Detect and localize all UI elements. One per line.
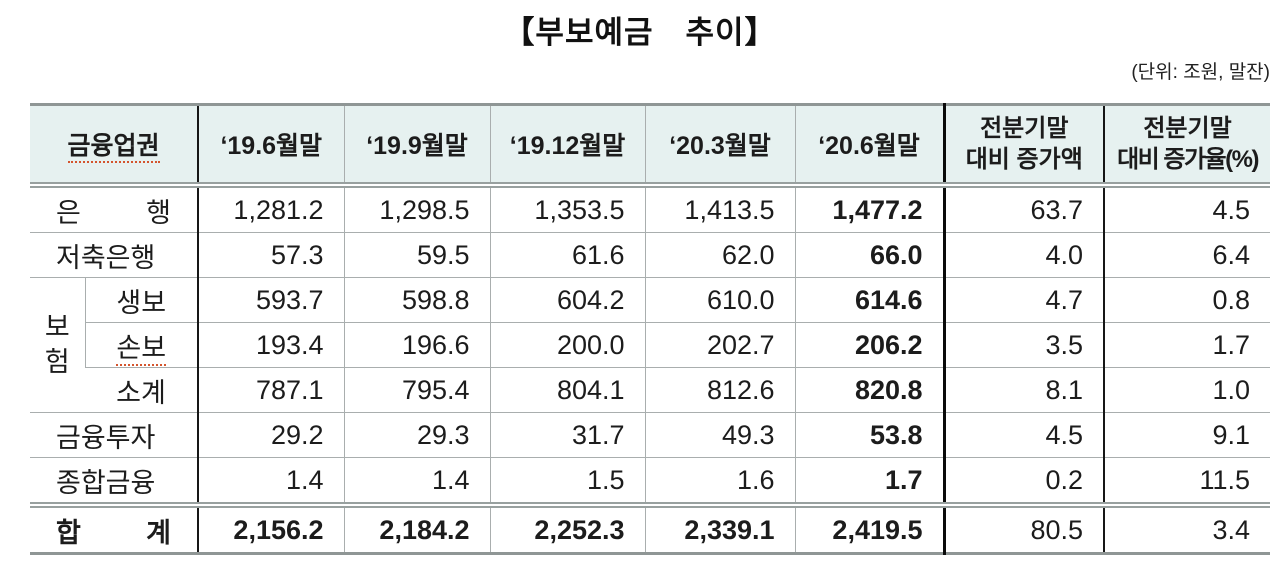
value-cell: 0.8 bbox=[1103, 277, 1271, 323]
row-label-financial-investment: 금융투자 bbox=[30, 412, 199, 458]
row-savings-bank: 저축은행 57.3 59.5 61.6 62.0 66.0 4.0 6.4 bbox=[30, 232, 1271, 278]
value-cell: 11.5 bbox=[1103, 457, 1271, 506]
unit-note: (단위: 조원, 말잔) bbox=[1131, 62, 1270, 83]
value-cell: 80.5 bbox=[942, 502, 1105, 554]
value-cell: 610.0 bbox=[644, 277, 796, 323]
value-cell: 3.4 bbox=[1103, 502, 1271, 554]
header-increase-rate: 전분기말 대비 증가율(%) bbox=[1103, 104, 1271, 188]
row-merchant-bank: 종합금융 1.4 1.4 1.5 1.6 1.7 0.2 11.5 bbox=[30, 457, 1271, 506]
value-cell: 1,413.5 bbox=[644, 184, 796, 233]
value-cell: 820.8 bbox=[794, 367, 945, 413]
row-bank: 은 행 1,281.2 1,298.5 1,353.5 1,413.5 1,47… bbox=[30, 184, 1271, 233]
row-label-total: 합 계 bbox=[30, 502, 199, 554]
value-cell: 206.2 bbox=[794, 322, 945, 368]
value-cell: 59.5 bbox=[343, 232, 491, 278]
row-label-life-insurance: 생보 bbox=[84, 277, 199, 323]
value-cell: 29.2 bbox=[197, 412, 345, 458]
value-cell: 62.0 bbox=[644, 232, 796, 278]
value-cell: 1,353.5 bbox=[489, 184, 646, 233]
row-group-insurance: 보 험 bbox=[30, 277, 85, 413]
header-month-2006: ‘20.6월말 bbox=[794, 104, 945, 188]
header-increase-amount: 전분기말 대비 증가액 bbox=[942, 104, 1105, 188]
value-cell: 193.4 bbox=[197, 322, 345, 368]
value-cell: 2,184.2 bbox=[343, 502, 491, 554]
page-title: 【부보예금 추이】 bbox=[503, 15, 777, 50]
value-cell: 1.6 bbox=[644, 457, 796, 506]
value-cell: 2,419.5 bbox=[794, 502, 945, 554]
value-cell: 1.4 bbox=[343, 457, 491, 506]
value-cell: 8.1 bbox=[942, 367, 1105, 413]
row-label-savings-bank: 저축은행 bbox=[30, 232, 199, 278]
row-total: 합 계 2,156.2 2,184.2 2,252.3 2,339.1 2,41… bbox=[30, 502, 1271, 554]
value-cell: 2,339.1 bbox=[644, 502, 796, 554]
row-insurance-subtotal: 소계 787.1 795.4 804.1 812.6 820.8 8.1 1.0 bbox=[30, 367, 1271, 413]
value-cell: 795.4 bbox=[343, 367, 491, 413]
row-label-insurance-subtotal: 소계 bbox=[85, 367, 199, 413]
value-cell: 63.7 bbox=[942, 184, 1105, 233]
value-cell: 0.2 bbox=[942, 457, 1105, 506]
value-cell: 200.0 bbox=[489, 322, 646, 368]
value-cell: 3.5 bbox=[942, 322, 1105, 368]
value-cell: 604.2 bbox=[489, 277, 646, 323]
value-cell: 1,281.2 bbox=[197, 184, 345, 233]
value-cell: 2,156.2 bbox=[197, 502, 345, 554]
row-label-merchant-bank: 종합금융 bbox=[30, 457, 199, 506]
value-cell: 196.6 bbox=[343, 322, 491, 368]
value-cell: 202.7 bbox=[644, 322, 796, 368]
value-cell: 4.5 bbox=[942, 412, 1105, 458]
row-nonlife-insurance: 손보 193.4 196.6 200.0 202.7 206.2 3.5 1.7 bbox=[30, 322, 1271, 368]
value-cell: 57.3 bbox=[197, 232, 345, 278]
value-cell: 1.7 bbox=[794, 457, 945, 506]
value-cell: 4.5 bbox=[1103, 184, 1271, 233]
value-cell: 49.3 bbox=[644, 412, 796, 458]
header-industry: 금융업권 bbox=[30, 104, 199, 188]
header-month-1909: ‘19.9월말 bbox=[343, 104, 491, 188]
value-cell: 804.1 bbox=[489, 367, 646, 413]
value-cell: 31.7 bbox=[489, 412, 646, 458]
value-cell: 9.1 bbox=[1103, 412, 1271, 458]
value-cell: 812.6 bbox=[644, 367, 796, 413]
value-cell: 787.1 bbox=[197, 367, 345, 413]
value-cell: 4.0 bbox=[942, 232, 1105, 278]
row-label-bank: 은 행 bbox=[30, 184, 199, 233]
value-cell: 2,252.3 bbox=[489, 502, 646, 554]
value-cell: 598.8 bbox=[343, 277, 491, 323]
value-cell: 593.7 bbox=[197, 277, 345, 323]
value-cell: 1.0 bbox=[1103, 367, 1271, 413]
value-cell: 1.4 bbox=[197, 457, 345, 506]
value-cell: 6.4 bbox=[1103, 232, 1271, 278]
value-cell: 61.6 bbox=[489, 232, 646, 278]
insured-deposits-table: 금융업권 ‘19.6월말 ‘19.9월말 ‘19.12월말 ‘20.3월말 ‘2… bbox=[30, 103, 1271, 555]
value-cell: 66.0 bbox=[794, 232, 945, 278]
value-cell: 1,477.2 bbox=[794, 184, 945, 233]
header-month-1912: ‘19.12월말 bbox=[489, 104, 646, 188]
value-cell: 1,298.5 bbox=[343, 184, 491, 233]
row-life-insurance: 보 험 생보 593.7 598.8 604.2 610.0 614.6 4.7… bbox=[30, 277, 1271, 413]
value-cell: 1.7 bbox=[1103, 322, 1271, 368]
industry-label: 금융업권 bbox=[67, 132, 160, 163]
header-month-1906: ‘19.6월말 bbox=[197, 104, 345, 188]
value-cell: 4.7 bbox=[942, 277, 1105, 323]
row-label-nonlife-insurance: 손보 bbox=[84, 322, 199, 368]
header-row: 금융업권 ‘19.6월말 ‘19.9월말 ‘19.12월말 ‘20.3월말 ‘2… bbox=[30, 104, 1271, 188]
value-cell: 614.6 bbox=[794, 277, 945, 323]
row-financial-investment: 금융투자 29.2 29.3 31.7 49.3 53.8 4.5 9.1 bbox=[30, 412, 1271, 458]
header-month-2003: ‘20.3월말 bbox=[644, 104, 796, 188]
value-cell: 53.8 bbox=[794, 412, 945, 458]
value-cell: 29.3 bbox=[343, 412, 491, 458]
value-cell: 1.5 bbox=[489, 457, 646, 506]
